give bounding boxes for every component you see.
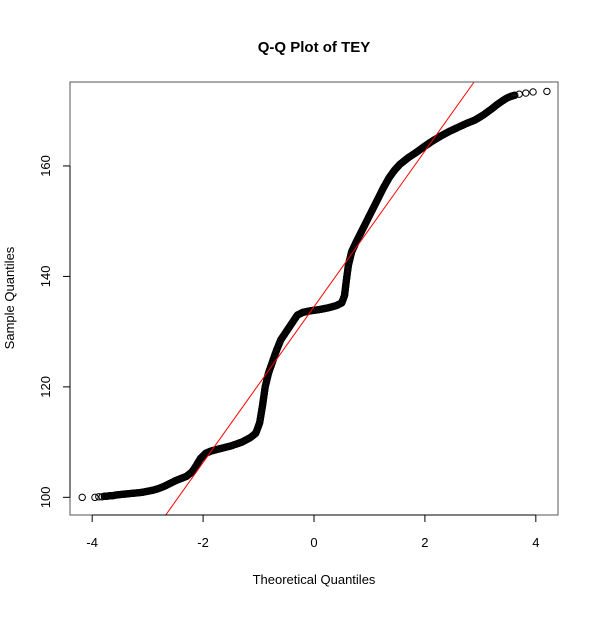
reference-line-layer (165, 81, 475, 516)
x-tick-label: 4 (532, 535, 539, 550)
plot-frame (69, 81, 559, 516)
y-tick-label: 120 (38, 376, 53, 398)
x-axis-label: Theoretical Quantiles (253, 572, 376, 587)
y-axis-label: Sample Quantiles (2, 246, 17, 349)
x-tick-label: 2 (421, 535, 428, 550)
data-point (511, 91, 519, 99)
x-tick-label: 0 (310, 535, 317, 550)
y-axis: 100 120 140 160 (38, 155, 71, 508)
data-point (543, 87, 551, 96)
chart-title: Q-Q Plot of TEY (258, 39, 371, 56)
points-layer (78, 87, 551, 502)
y-tick-label: 140 (38, 266, 53, 288)
x-axis: -4 -2 0 2 4 (86, 514, 539, 550)
reference-line (165, 81, 475, 516)
data-point (91, 493, 99, 502)
y-tick-label: 100 (38, 486, 53, 508)
data-point (78, 493, 86, 502)
data-point (529, 88, 537, 96)
data-point (522, 89, 530, 97)
y-tick-label: 160 (38, 155, 53, 177)
x-tick-label: -2 (197, 535, 209, 550)
x-tick-label: -4 (86, 535, 98, 550)
